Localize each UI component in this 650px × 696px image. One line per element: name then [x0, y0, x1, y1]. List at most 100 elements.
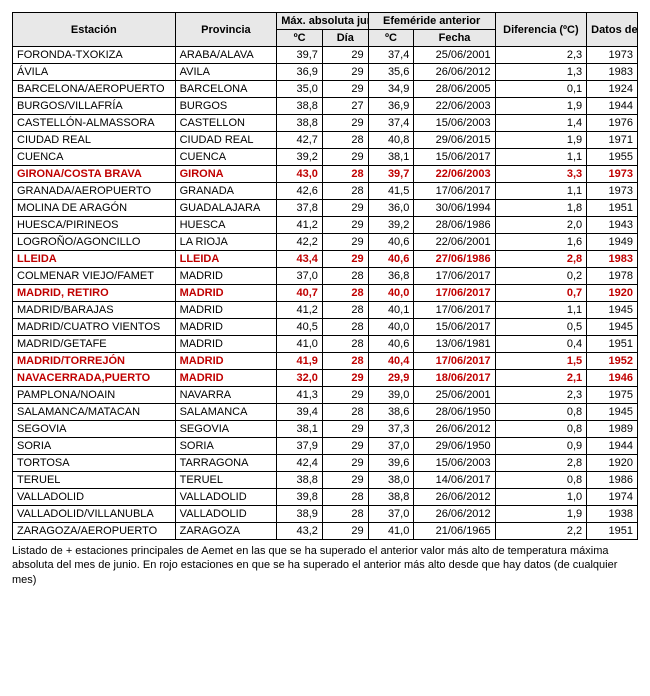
cell-datos-desde: 1951	[587, 200, 638, 217]
cell-diferencia: 0,2	[495, 268, 586, 285]
table-row: LOGROÑO/AGONCILLOLA RIOJA42,22940,622/06…	[13, 234, 638, 251]
cell-diferencia: 2,3	[495, 387, 586, 404]
cell-datos-desde: 1945	[587, 319, 638, 336]
table-row: FORONDA-TXOKIZAARABA/ALAVA39,72937,425/0…	[13, 47, 638, 64]
cell-estacion: CASTELLÓN-ALMASSORA	[13, 115, 176, 132]
cell-provincia: VALLADOLID	[175, 489, 277, 506]
cell-estacion: MOLINA DE ARAGÓN	[13, 200, 176, 217]
cell-max-c: 39,7	[277, 47, 323, 64]
cell-ef-c: 40,0	[368, 285, 414, 302]
cell-ef-fecha: 18/06/2017	[414, 370, 495, 387]
cell-provincia: SORIA	[175, 438, 277, 455]
cell-ef-c: 40,6	[368, 336, 414, 353]
cell-diferencia: 0,5	[495, 319, 586, 336]
cell-estacion: ZARAGOZA/AEROPUERTO	[13, 523, 176, 540]
cell-max-dia: 29	[322, 472, 368, 489]
cell-max-c: 36,9	[277, 64, 323, 81]
cell-max-dia: 29	[322, 64, 368, 81]
cell-ef-fecha: 25/06/2001	[414, 47, 495, 64]
cell-estacion: SALAMANCA/MATACAN	[13, 404, 176, 421]
table-body: FORONDA-TXOKIZAARABA/ALAVA39,72937,425/0…	[13, 47, 638, 540]
cell-ef-fecha: 17/06/2017	[414, 302, 495, 319]
cell-provincia: CUENCA	[175, 149, 277, 166]
cell-datos-desde: 1983	[587, 251, 638, 268]
cell-max-dia: 29	[322, 370, 368, 387]
cell-max-dia: 29	[322, 81, 368, 98]
cell-max-dia: 28	[322, 285, 368, 302]
cell-diferencia: 2,0	[495, 217, 586, 234]
cell-provincia: TARRAGONA	[175, 455, 277, 472]
header-c2: ºC	[368, 30, 414, 47]
cell-max-c: 38,9	[277, 506, 323, 523]
cell-diferencia: 3,3	[495, 166, 586, 183]
cell-max-dia: 28	[322, 353, 368, 370]
cell-ef-fecha: 22/06/2003	[414, 98, 495, 115]
cell-diferencia: 0,9	[495, 438, 586, 455]
cell-max-c: 42,2	[277, 234, 323, 251]
cell-diferencia: 0,8	[495, 421, 586, 438]
cell-max-c: 39,2	[277, 149, 323, 166]
cell-ef-fecha: 17/06/2017	[414, 183, 495, 200]
cell-diferencia: 1,9	[495, 98, 586, 115]
cell-max-dia: 28	[322, 268, 368, 285]
cell-datos-desde: 1978	[587, 268, 638, 285]
cell-ef-c: 38,8	[368, 489, 414, 506]
table-row: CASTELLÓN-ALMASSORACASTELLON38,82937,415…	[13, 115, 638, 132]
cell-max-c: 41,9	[277, 353, 323, 370]
table-row: LLEIDALLEIDA43,42940,627/06/19862,81983	[13, 251, 638, 268]
cell-max-c: 43,2	[277, 523, 323, 540]
cell-provincia: ZARAGOZA	[175, 523, 277, 540]
cell-max-c: 42,4	[277, 455, 323, 472]
cell-datos-desde: 1952	[587, 353, 638, 370]
cell-ef-fecha: 22/06/2003	[414, 166, 495, 183]
cell-ef-c: 41,5	[368, 183, 414, 200]
cell-ef-fecha: 15/06/2017	[414, 319, 495, 336]
cell-estacion: GIRONA/COSTA BRAVA	[13, 166, 176, 183]
cell-datos-desde: 1973	[587, 47, 638, 64]
cell-provincia: LA RIOJA	[175, 234, 277, 251]
table-row: BURGOS/VILLAFRÍABURGOS38,82736,922/06/20…	[13, 98, 638, 115]
cell-max-c: 41,3	[277, 387, 323, 404]
table-row: MADRID/BARAJASMADRID41,22840,117/06/2017…	[13, 302, 638, 319]
header-dia: Día	[322, 30, 368, 47]
cell-datos-desde: 1973	[587, 166, 638, 183]
cell-ef-c: 40,1	[368, 302, 414, 319]
cell-diferencia: 1,9	[495, 132, 586, 149]
cell-ef-fecha: 22/06/2001	[414, 234, 495, 251]
cell-ef-c: 38,1	[368, 149, 414, 166]
cell-diferencia: 2,8	[495, 455, 586, 472]
cell-provincia: MADRID	[175, 319, 277, 336]
cell-max-c: 32,0	[277, 370, 323, 387]
table-row: COLMENAR VIEJO/FAMETMADRID37,02836,817/0…	[13, 268, 638, 285]
cell-estacion: HUESCA/PIRINEOS	[13, 217, 176, 234]
cell-ef-c: 35,6	[368, 64, 414, 81]
cell-max-c: 39,8	[277, 489, 323, 506]
cell-ef-c: 41,0	[368, 523, 414, 540]
cell-diferencia: 1,1	[495, 302, 586, 319]
cell-estacion: VALLADOLID	[13, 489, 176, 506]
cell-datos-desde: 1971	[587, 132, 638, 149]
cell-diferencia: 1,9	[495, 506, 586, 523]
table-header: Estación Provincia Máx. absoluta junio 2…	[13, 13, 638, 47]
table-row: GRANADA/AEROPUERTOGRANADA42,62841,517/06…	[13, 183, 638, 200]
cell-max-dia: 29	[322, 455, 368, 472]
table-row: BARCELONA/AEROPUERTOBARCELONA35,02934,92…	[13, 81, 638, 98]
cell-ef-c: 37,0	[368, 438, 414, 455]
cell-ef-c: 37,4	[368, 47, 414, 64]
cell-ef-fecha: 30/06/1994	[414, 200, 495, 217]
cell-diferencia: 1,3	[495, 64, 586, 81]
table-row: SORIASORIA37,92937,029/06/19500,91944	[13, 438, 638, 455]
cell-estacion: MADRID/CUATRO VIENTOS	[13, 319, 176, 336]
cell-ef-fecha: 17/06/2017	[414, 353, 495, 370]
table-row: SEGOVIASEGOVIA38,12937,326/06/20120,8198…	[13, 421, 638, 438]
cell-diferencia: 2,2	[495, 523, 586, 540]
cell-diferencia: 0,7	[495, 285, 586, 302]
cell-ef-fecha: 13/06/1981	[414, 336, 495, 353]
header-efemeride: Efeméride anterior	[368, 13, 495, 30]
cell-provincia: ARABA/ALAVA	[175, 47, 277, 64]
cell-provincia: HUESCA	[175, 217, 277, 234]
header-provincia: Provincia	[175, 13, 277, 47]
cell-datos-desde: 1943	[587, 217, 638, 234]
cell-ef-c: 40,8	[368, 132, 414, 149]
cell-ef-c: 37,0	[368, 506, 414, 523]
